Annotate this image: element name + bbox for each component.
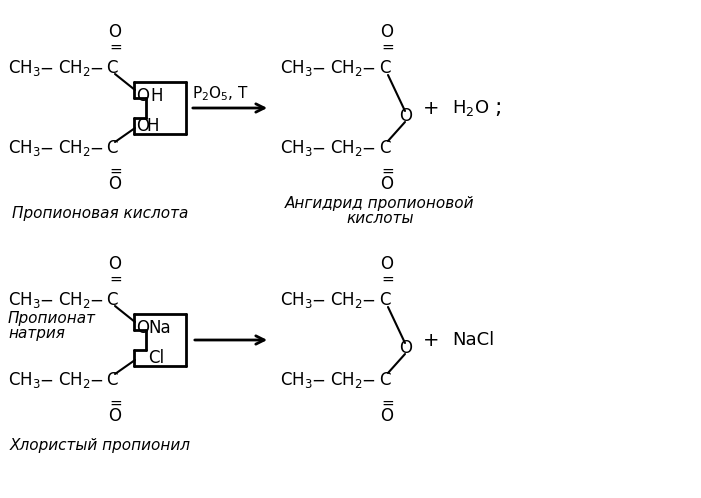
Text: $-$: $-$	[39, 371, 53, 389]
Text: $=$: $=$	[379, 394, 395, 409]
Text: O: O	[109, 175, 121, 193]
Text: $=$: $=$	[379, 270, 395, 285]
Text: $-$: $-$	[89, 59, 103, 77]
Text: CH$_2$: CH$_2$	[330, 138, 362, 158]
Text: Хлористый пропионил: Хлористый пропионил	[10, 438, 191, 453]
Text: $=$: $=$	[107, 38, 123, 53]
Text: CH$_2$: CH$_2$	[58, 370, 90, 390]
Text: CH$_2$: CH$_2$	[58, 290, 90, 310]
Text: $=$: $=$	[379, 38, 395, 53]
Text: CH$_2$: CH$_2$	[58, 138, 90, 158]
Text: O: O	[381, 23, 393, 41]
Text: $-$: $-$	[89, 139, 103, 157]
Text: O: O	[381, 407, 393, 425]
Text: $-$: $-$	[89, 291, 103, 309]
Text: C: C	[106, 139, 118, 157]
Text: $-$: $-$	[39, 139, 53, 157]
Text: Пропионат: Пропионат	[8, 310, 96, 326]
Text: O: O	[400, 339, 412, 357]
Text: CH$_3$: CH$_3$	[8, 138, 41, 158]
Text: ;: ;	[494, 98, 502, 118]
Text: $-$: $-$	[361, 59, 375, 77]
Text: Пропионовая кислота: Пропионовая кислота	[12, 206, 188, 221]
Text: Na: Na	[148, 319, 170, 337]
Text: $-$: $-$	[361, 371, 375, 389]
Text: O: O	[109, 255, 121, 273]
Text: O: O	[109, 407, 121, 425]
Text: CH$_3$: CH$_3$	[8, 290, 41, 310]
Text: Ангидрид пропионовой: Ангидрид пропионовой	[285, 196, 475, 211]
Text: CH$_2$: CH$_2$	[330, 58, 362, 78]
Text: O: O	[136, 87, 149, 105]
Text: $+$: $+$	[422, 331, 438, 350]
Text: NaCl: NaCl	[452, 331, 494, 349]
Text: C: C	[106, 59, 118, 77]
Text: H: H	[150, 87, 163, 105]
Text: $-$: $-$	[361, 139, 375, 157]
Text: $-$: $-$	[89, 371, 103, 389]
Text: CH$_3$: CH$_3$	[280, 290, 313, 310]
Text: CH$_3$: CH$_3$	[8, 58, 41, 78]
Text: C: C	[379, 291, 390, 309]
Text: O: O	[381, 255, 393, 273]
Text: CH$_2$: CH$_2$	[58, 58, 90, 78]
Text: $=$: $=$	[107, 270, 123, 285]
Text: O: O	[400, 107, 412, 125]
Text: CH$_3$: CH$_3$	[280, 370, 313, 390]
Text: $-$: $-$	[311, 139, 325, 157]
Text: $-$: $-$	[311, 371, 325, 389]
Text: $-$: $-$	[39, 291, 53, 309]
Text: P$_2$O$_5$, T: P$_2$O$_5$, T	[192, 85, 249, 104]
Text: C: C	[379, 371, 390, 389]
Text: $-$: $-$	[361, 291, 375, 309]
Text: C: C	[379, 139, 390, 157]
Text: $-$: $-$	[39, 59, 53, 77]
Text: O: O	[136, 117, 149, 135]
Text: C: C	[379, 59, 390, 77]
Text: $=$: $=$	[107, 162, 123, 177]
Text: O: O	[381, 175, 393, 193]
Text: натрия: натрия	[8, 326, 65, 341]
Text: C: C	[106, 371, 118, 389]
Text: CH$_2$: CH$_2$	[330, 290, 362, 310]
Text: CH$_3$: CH$_3$	[8, 370, 41, 390]
Text: кислоты: кислоты	[346, 211, 414, 226]
Text: $=$: $=$	[379, 162, 395, 177]
Text: H: H	[146, 117, 158, 135]
Text: $-$: $-$	[311, 291, 325, 309]
Text: CH$_3$: CH$_3$	[280, 138, 313, 158]
Text: $-$: $-$	[311, 59, 325, 77]
Text: O: O	[136, 319, 149, 337]
Text: O: O	[109, 23, 121, 41]
Text: H$_2$O: H$_2$O	[452, 98, 489, 118]
Text: $=$: $=$	[107, 394, 123, 409]
Text: C: C	[106, 291, 118, 309]
Text: $+$: $+$	[422, 99, 438, 118]
Text: CH$_3$: CH$_3$	[280, 58, 313, 78]
Text: CH$_2$: CH$_2$	[330, 370, 362, 390]
Text: Cl: Cl	[148, 349, 164, 367]
